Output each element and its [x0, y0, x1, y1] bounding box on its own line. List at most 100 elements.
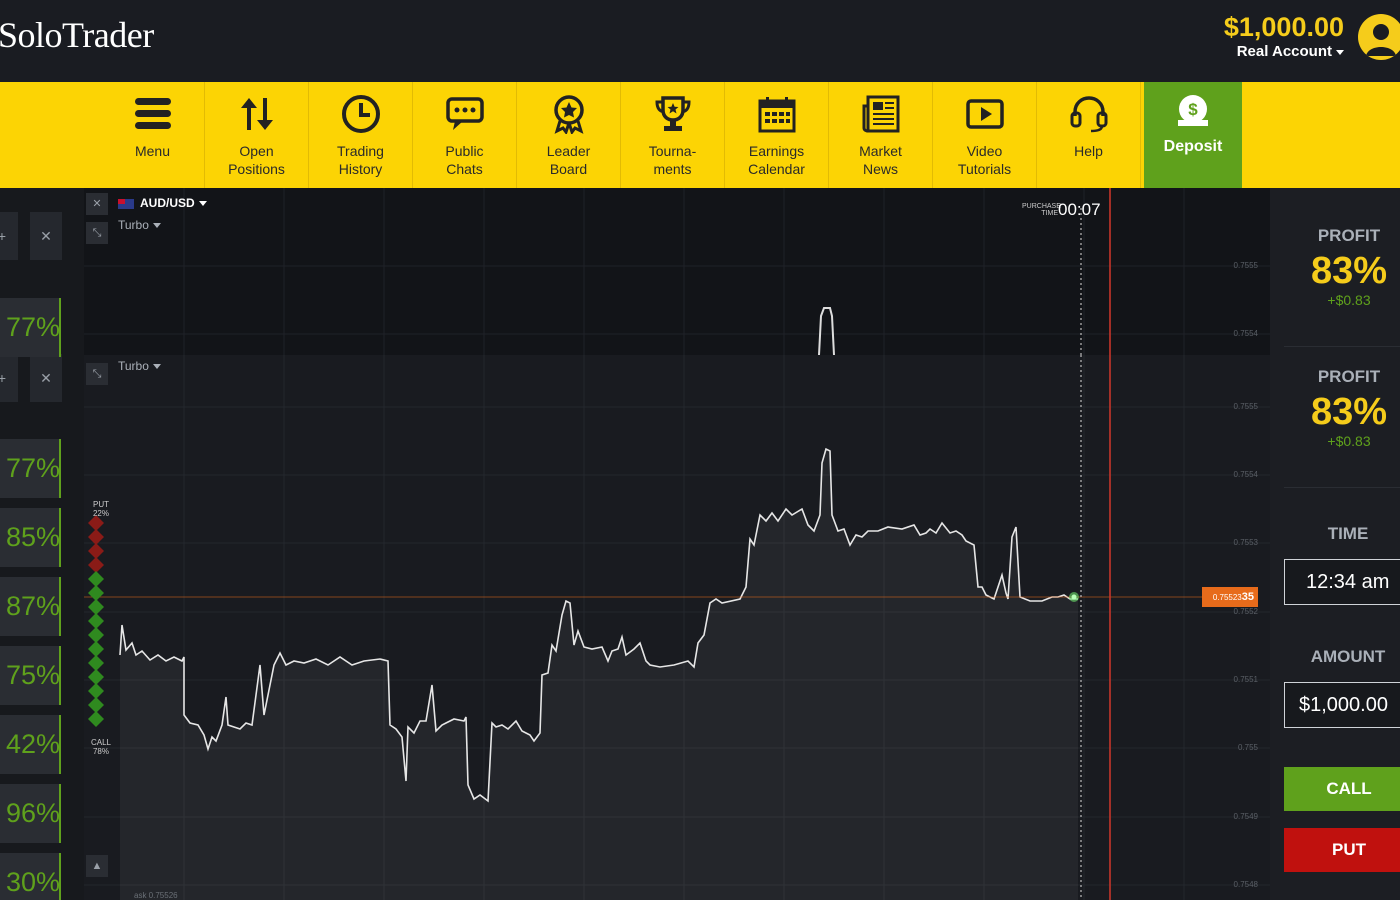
close-chart-icon[interactable]: ✕ [86, 193, 108, 215]
put-button[interactable]: PUT [1284, 828, 1400, 872]
clock-icon [342, 95, 380, 133]
asset-payout[interactable]: 87% [0, 577, 61, 636]
profit-percent: 83% [1310, 391, 1388, 433]
toolbar-label: Trading History [337, 143, 384, 177]
toolbar-video-tutorials[interactable]: Video Tutorials [933, 82, 1037, 188]
current-price-tag: 0.7552335 [1202, 587, 1258, 607]
y-tick: 0.7551 [1233, 675, 1258, 684]
chart-area[interactable]: ✕ ⤡ AUD/USD Turbo PURCHASE TIME00:07 0.7… [84, 188, 1270, 900]
asset-payout[interactable]: 96% [0, 784, 61, 843]
time-field[interactable]: 12:34 am [1284, 559, 1400, 605]
toolbar-open-positions[interactable]: Open Positions [205, 82, 309, 188]
call-percent: 78% [92, 747, 109, 756]
chevron-down-icon [198, 201, 207, 207]
purchase-time-value: 00:07 [1058, 200, 1101, 219]
toolbar-earnings-calendar[interactable]: Earnings Calendar [725, 82, 829, 188]
toolbar-label: Leader Board [546, 143, 591, 177]
toolbar-label: Help [1074, 143, 1103, 159]
logo[interactable]: SoloTrader [0, 15, 154, 55]
chart-pane-top[interactable]: ✕ ⤡ AUD/USD Turbo PURCHASE TIME00:07 0.7… [84, 188, 1270, 355]
toolbar-label: Public Chats [445, 143, 484, 177]
header: SoloTrader $1,000.00 Real Account [0, 0, 1400, 82]
mode-label: Turbo [118, 359, 149, 373]
toolbar-menu[interactable]: Menu [101, 82, 205, 188]
shrink-icon[interactable]: ⤡ [86, 222, 108, 244]
put-sentiment: PUT 22% [88, 500, 114, 518]
collapse-icon[interactable]: ✕ [30, 212, 62, 260]
toolbar-label: Open Positions [228, 143, 285, 177]
call-sentiment: CALL 78% [88, 738, 114, 756]
amount-label: AMOUNT [1310, 647, 1386, 666]
toolbar-leader-board[interactable]: Leader Board [517, 82, 621, 188]
y-tick: 0.7549 [1233, 812, 1258, 821]
video-icon [966, 99, 1004, 129]
top-chart-grid [84, 188, 1270, 355]
amount-field[interactable]: $1,000.00 [1284, 682, 1400, 728]
price-chart [84, 355, 1270, 900]
toolbar-trading-history[interactable]: Trading History [309, 82, 413, 188]
divider [1284, 346, 1400, 347]
y-tick: 0.7552 [1233, 607, 1258, 616]
add-icon[interactable]: + [0, 354, 18, 402]
y-tick: 0.7555 [1233, 402, 1258, 411]
purchase-time: PURCHASE TIME00:07 [1022, 200, 1101, 220]
account-type-label: Real Account [1236, 43, 1332, 60]
headset-icon [1070, 96, 1108, 133]
user-icon [1366, 24, 1396, 56]
mode-selector[interactable]: Turbo [118, 218, 161, 232]
account-selector[interactable]: Real Account [1224, 43, 1344, 60]
toolbar-label: Earnings Calendar [748, 143, 805, 177]
mode-label: Turbo [118, 218, 149, 232]
mode-selector[interactable]: Turbo [118, 359, 161, 373]
chart-pane-main[interactable]: ⤡ Turbo PUT 22% CALL 78% 0.7555 0.7554 0.7… [84, 355, 1270, 900]
flag-icon [118, 198, 134, 209]
trade-panel: PROFIT 83% +$0.83 PROFIT 83% +$0.83 TIME… [1270, 188, 1400, 900]
profit-percent: 83% [1310, 250, 1388, 292]
y-tick: 0.7554 [1233, 470, 1258, 479]
account-balance[interactable]: $1,000.00 Real Account [1224, 12, 1344, 60]
divider [1284, 487, 1400, 488]
y-tick: 0.7553 [1233, 538, 1258, 547]
balance-amount: $1,000.00 [1223, 12, 1344, 42]
award-icon [554, 95, 584, 134]
toolbar-tournaments[interactable]: Tourna- ments [621, 82, 725, 188]
money-bag-icon: $ [1178, 95, 1208, 126]
call-button[interactable]: CALL [1284, 767, 1400, 811]
price-prefix: 0.75523 [1212, 593, 1242, 602]
deposit-button[interactable]: $ Deposit [1144, 82, 1242, 188]
chart-type-icon[interactable]: ▲ [86, 855, 108, 877]
updown-arrows-icon [241, 98, 273, 130]
asset-payout[interactable]: 30% [0, 853, 61, 900]
profit-block-top: PROFIT 83% +$0.83 [1284, 226, 1400, 308]
price-suffix: 35 [1241, 591, 1254, 603]
newspaper-icon [862, 95, 900, 133]
add-icon[interactable]: + [0, 212, 18, 260]
toolbar-label: Market News [859, 143, 902, 177]
collapse-icon[interactable]: ✕ [30, 354, 62, 402]
purchase-time-label: PURCHASE TIME [1022, 203, 1061, 217]
asset-payout[interactable]: 77% [0, 298, 61, 357]
asset-payout[interactable]: 85% [0, 508, 61, 567]
pair-selector[interactable]: AUD/USD [118, 196, 207, 210]
toolbar-market-news[interactable]: Market News [829, 82, 933, 188]
shrink-icon[interactable]: ⤡ [86, 363, 108, 385]
y-tick: 0.7555 [1233, 261, 1258, 270]
time-label: TIME [1327, 524, 1369, 543]
toolbar-help[interactable]: Help [1037, 82, 1141, 188]
profit-label: PROFIT [1317, 367, 1381, 386]
asset-payout[interactable]: 75% [0, 646, 61, 705]
y-tick: 0.755 [1237, 743, 1258, 752]
toolbar-label: Tourna- ments [648, 143, 697, 177]
profit-amount: +$0.83 [1327, 433, 1371, 449]
toolbar-public-chats[interactable]: Public Chats [413, 82, 517, 188]
main-toolbar: Menu Open Positions Trading History Publ… [0, 82, 1400, 188]
asset-payout[interactable]: 42% [0, 715, 61, 774]
avatar[interactable] [1358, 14, 1400, 60]
pair-label: AUD/USD [140, 196, 195, 210]
asset-strip: + ✕ + ✕ 77% 77% 85% 87% 75% 42% 96% 30% [0, 188, 84, 900]
toolbar-label: Video Tutorials [957, 143, 1012, 177]
trophy-icon [655, 96, 691, 131]
asset-payout[interactable]: 77% [0, 439, 61, 498]
toolbar-label: Menu [134, 143, 171, 159]
menu-icon [135, 98, 171, 129]
